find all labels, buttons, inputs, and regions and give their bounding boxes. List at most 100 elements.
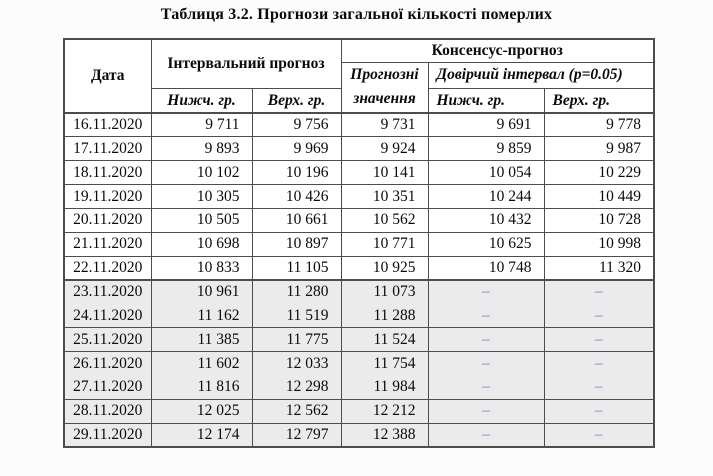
date-cell: 26.11.2020 <box>63 351 152 376</box>
interval-upper-cell: 10 661 <box>251 207 342 233</box>
table-row: 20.11.2020 10 505 10 661 10 562 10 432 1… <box>63 207 655 233</box>
interval-lower-cell: 11 385 <box>150 327 253 353</box>
interval-upper-cell: 11 105 <box>251 255 342 281</box>
interval-upper-cell: 12 298 <box>251 375 342 400</box>
forecast-value-cell: 10 771 <box>340 231 429 257</box>
interval-lower-cell: 10 698 <box>150 231 253 257</box>
table-row: 29.11.2020 12 174 12 797 12 388 – – <box>63 422 655 448</box>
forecast-value-cell: 11 524 <box>340 327 429 353</box>
forecast-value-cell: 11 288 <box>340 303 429 329</box>
table-row: 17.11.2020 9 893 9 969 9 924 9 859 9 987 <box>63 136 655 162</box>
col-header-interval-upper: Верх. гр. <box>251 88 342 114</box>
date-cell: 29.11.2020 <box>63 422 152 448</box>
ci-upper-cell: – <box>543 327 655 353</box>
col-header-forecast-values: Прогнозні значення <box>340 61 429 114</box>
ci-upper-cell: 10 449 <box>543 184 655 209</box>
ci-upper-cell: – <box>543 375 655 400</box>
table-row: 21.11.2020 10 698 10 897 10 771 10 625 1… <box>63 231 655 257</box>
interval-upper-cell: 11 775 <box>251 327 342 353</box>
interval-lower-cell: 9 893 <box>150 136 253 162</box>
date-cell: 22.11.2020 <box>63 255 152 281</box>
ci-lower-cell: – <box>427 279 545 305</box>
date-cell: 21.11.2020 <box>63 231 152 257</box>
ci-upper-cell: 11 320 <box>543 255 655 281</box>
interval-lower-cell: 10 833 <box>150 255 253 281</box>
interval-lower-cell: 10 305 <box>150 184 253 209</box>
ci-lower-cell: 10 244 <box>427 184 545 209</box>
forecast-value-cell: 11 754 <box>340 351 429 376</box>
col-header-ci-lower: Нижч. гр. <box>427 88 545 114</box>
forecast-value-cell: 10 925 <box>340 255 429 281</box>
interval-lower-cell: 11 162 <box>150 303 253 329</box>
interval-upper-cell: 12 033 <box>251 351 342 376</box>
col-header-date: Дата <box>63 38 152 114</box>
ci-upper-cell: – <box>543 279 655 305</box>
date-cell: 16.11.2020 <box>63 112 152 138</box>
interval-lower-cell: 10 102 <box>150 160 253 186</box>
date-cell: 20.11.2020 <box>63 207 152 233</box>
table-row: 27.11.2020 11 816 12 298 11 984 – – <box>63 375 655 400</box>
interval-upper-cell: 11 280 <box>251 279 342 305</box>
col-header-ci-upper: Верх. гр. <box>543 88 655 114</box>
header-row-3: Нижч. гр. Верх. гр. Нижч. гр. Верх. гр. <box>64 88 655 114</box>
forecast-value-cell: 12 212 <box>340 398 429 424</box>
date-cell: 27.11.2020 <box>63 375 152 400</box>
interval-lower-cell: 10 961 <box>150 279 253 305</box>
forecast-value-cell: 11 984 <box>340 375 429 400</box>
interval-upper-cell: 9 756 <box>251 112 342 138</box>
ci-upper-cell: 10 998 <box>543 231 655 257</box>
table-row: 23.11.2020 10 961 11 280 11 073 – – <box>63 279 655 305</box>
header-row-2: Прогнозні значення Довірчий інтервал (p=… <box>64 61 655 114</box>
forecast-value-cell: 12 388 <box>340 422 429 448</box>
table-row: 18.11.2020 10 102 10 196 10 141 10 054 1… <box>63 160 655 186</box>
ci-lower-cell: – <box>427 422 545 448</box>
interval-upper-cell: 9 969 <box>251 136 342 162</box>
interval-lower-cell: 11 816 <box>150 375 253 400</box>
table-row: 26.11.2020 11 602 12 033 11 754 – – <box>63 351 655 376</box>
interval-upper-cell: 10 426 <box>251 184 342 209</box>
ci-lower-cell: – <box>427 375 545 400</box>
ci-lower-cell: – <box>427 398 545 424</box>
ci-lower-cell: 10 054 <box>427 160 545 186</box>
ci-upper-cell: 10 728 <box>543 207 655 233</box>
ci-upper-cell: 10 229 <box>543 160 655 186</box>
forecast-value-cell: 10 562 <box>340 207 429 233</box>
date-cell: 25.11.2020 <box>63 327 152 353</box>
forecast-value-cell: 11 073 <box>340 279 429 305</box>
ci-upper-cell: 9 778 <box>543 112 655 138</box>
table-row: 28.11.2020 12 025 12 562 12 212 – – <box>63 398 655 424</box>
ci-upper-cell: – <box>543 398 655 424</box>
forecast-value-cell: 9 924 <box>340 136 429 162</box>
interval-lower-cell: 10 505 <box>150 207 253 233</box>
header-row-1: Дата Інтервальний прогноз Консенсус-прог… <box>63 38 655 114</box>
ci-lower-cell: – <box>427 303 545 329</box>
interval-lower-cell: 12 025 <box>150 398 253 424</box>
ci-lower-cell: – <box>427 327 545 353</box>
ci-upper-cell: – <box>543 351 655 376</box>
ci-lower-cell: 10 625 <box>427 231 545 257</box>
table-row: 22.11.2020 10 833 11 105 10 925 10 748 1… <box>63 255 655 281</box>
forecast-value-cell: 9 731 <box>340 112 429 138</box>
forecast-value-cell: 10 351 <box>340 184 429 209</box>
date-cell: 19.11.2020 <box>63 184 152 209</box>
table-row: 25.11.2020 11 385 11 775 11 524 – – <box>63 327 655 353</box>
col-header-interval-lower: Нижч. гр. <box>150 88 253 114</box>
date-cell: 28.11.2020 <box>63 398 152 424</box>
ci-lower-cell: 9 859 <box>427 136 545 162</box>
ci-upper-cell: – <box>543 422 655 448</box>
interval-upper-cell: 12 797 <box>251 422 342 448</box>
col-header-confidence-interval: Довірчий інтервал (p=0.05) <box>427 61 655 90</box>
ci-lower-cell: 10 748 <box>427 255 545 281</box>
interval-upper-cell: 10 897 <box>251 231 342 257</box>
table-row: 19.11.2020 10 305 10 426 10 351 10 244 1… <box>63 184 655 209</box>
ci-lower-cell: 9 691 <box>427 112 545 138</box>
interval-upper-cell: 10 196 <box>251 160 342 186</box>
interval-lower-cell: 9 711 <box>150 112 253 138</box>
forecast-value-cell: 10 141 <box>340 160 429 186</box>
col-header-consensus-forecast: Консенсус-прогноз <box>340 38 655 63</box>
page-title: Таблиця 3.2. Прогнози загальної кількост… <box>160 6 553 23</box>
interval-lower-cell: 12 174 <box>150 422 253 448</box>
table-row: 24.11.2020 11 162 11 519 11 288 – – <box>63 303 655 329</box>
interval-upper-cell: 12 562 <box>251 398 342 424</box>
interval-upper-cell: 11 519 <box>251 303 342 329</box>
